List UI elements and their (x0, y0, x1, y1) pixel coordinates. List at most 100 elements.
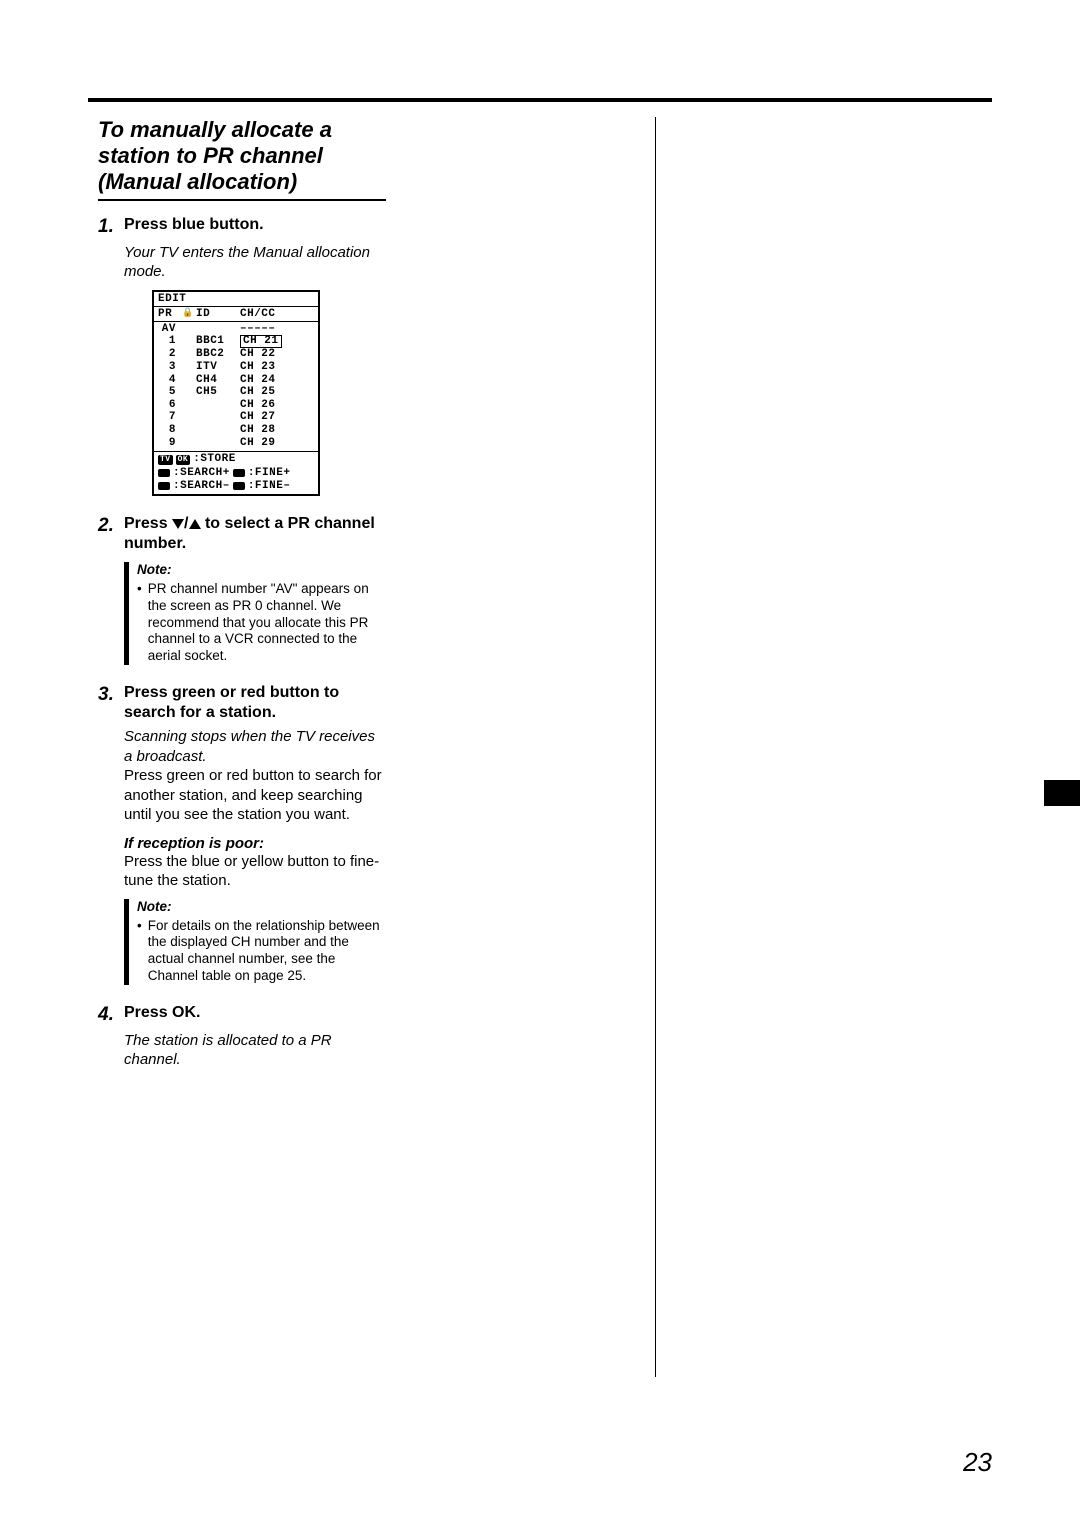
ok-badge: OK (176, 455, 191, 465)
chip-icon (233, 482, 245, 490)
table-row: 2 BBC2CH 22 (158, 348, 314, 361)
page-number: 23 (963, 1447, 992, 1478)
highlighted-cell: CH 21 (240, 335, 282, 348)
content-column: To manually allocate a station to PR cha… (98, 117, 386, 1088)
cell-ch: CH 25 (240, 386, 314, 399)
cell-ch: CH 21 (240, 335, 314, 348)
cell-pr: 8 (158, 424, 182, 437)
cell-ch: CH 23 (240, 361, 314, 374)
step-plain: Press green or red button to search for … (124, 766, 386, 825)
edit-rows: AV ––––– 1 BBC1CH 21 2 BBC2CH 223ITVCH 234 CH4… (154, 322, 318, 452)
sub-heading: If reception is poor: (124, 835, 386, 852)
hdr-chcc: CH/CC (240, 308, 314, 320)
cell-lock (182, 399, 196, 412)
cell-id (196, 323, 240, 336)
edit-header: PR 🔒 ID CH/CC (154, 307, 318, 322)
hdr-pr: PR (158, 308, 182, 320)
cell-lock (182, 437, 196, 450)
edit-footer: TV OK :STORE :SEARCH+ :FINE+ :SEARCH– :F… (154, 451, 318, 494)
page-top-rule (88, 98, 992, 102)
chip-icon (158, 482, 170, 490)
table-row: 7 CH 27 (158, 411, 314, 424)
arrow-up-icon (189, 519, 201, 529)
cell-lock (182, 411, 196, 424)
note-bar (124, 899, 129, 985)
cell-lock (182, 348, 196, 361)
cell-pr: 5 (158, 386, 182, 399)
step-2: 2. Press / to select a PR channel number… (98, 514, 386, 665)
cell-lock (182, 424, 196, 437)
cell-lock (182, 374, 196, 387)
cell-ch: ––––– (240, 323, 314, 336)
table-row: 8CH 28 (158, 424, 314, 437)
step-number: 1. (98, 215, 118, 239)
store-label: :STORE (193, 453, 236, 466)
chip-icon (158, 469, 170, 477)
cell-ch: CH 26 (240, 399, 314, 412)
lock-icon: 🔒 (182, 308, 196, 320)
step-number: 2. (98, 514, 118, 538)
cell-lock (182, 335, 196, 348)
note-title: Note: (137, 899, 386, 916)
step-4: 4. Press OK. The station is allocated to… (98, 1003, 386, 1070)
fine-plus: :FINE+ (248, 467, 291, 480)
step-title-pre: Press (124, 515, 172, 532)
note-content: Note: •For details on the relationship b… (137, 899, 386, 985)
cell-id (196, 399, 240, 412)
bullet-icon: • (137, 918, 142, 986)
step-body: Scanning stops when the TV receives a br… (124, 727, 386, 891)
step-title: Press green or red button to search for … (124, 683, 386, 723)
cell-pr: 9 (158, 437, 182, 450)
note-text: For details on the relationship between … (148, 918, 386, 986)
table-row: 1 BBC1CH 21 (158, 335, 314, 348)
search-minus: :SEARCH– (173, 480, 230, 493)
section-title: To manually allocate a station to PR cha… (98, 117, 386, 201)
step-title: Press OK. (124, 1003, 200, 1023)
step-body: Your TV enters the Manual allocation mod… (124, 243, 386, 282)
cell-id: BBC1 (196, 335, 240, 348)
cell-pr: AV (158, 323, 182, 336)
step-title: Press / to select a PR channel number. (124, 514, 386, 554)
step-number: 4. (98, 1003, 118, 1027)
cell-id (196, 424, 240, 437)
cell-id: CH4 (196, 374, 240, 387)
search-plus: :SEARCH+ (173, 467, 230, 480)
cell-pr: 7 (158, 411, 182, 424)
arrow-down-icon (172, 519, 184, 529)
cell-lock (182, 323, 196, 336)
note-title: Note: (137, 562, 386, 579)
cell-id: CH5 (196, 386, 240, 399)
step-1: 1. Press blue button. Your TV enters the… (98, 215, 386, 496)
cell-ch: CH 22 (240, 348, 314, 361)
cell-pr: 6 (158, 399, 182, 412)
edit-title: EDIT (154, 292, 318, 307)
step-body: The station is allocated to a PR channel… (124, 1031, 386, 1070)
step-head: 1. Press blue button. (98, 215, 386, 239)
bullet-icon: • (137, 581, 142, 665)
cell-pr: 1 (158, 335, 182, 348)
step-number: 3. (98, 683, 118, 707)
note-content: Note: •PR channel number "AV" appears on… (137, 562, 386, 665)
note-text: PR channel number "AV" appears on the sc… (148, 581, 386, 665)
table-row: 4CH4CH 24 (158, 374, 314, 387)
table-row: 5 CH5CH 25 (158, 386, 314, 399)
cell-pr: 2 (158, 348, 182, 361)
fine-minus: :FINE– (248, 480, 291, 493)
sub-body: Press the blue or yellow button to fine-… (124, 852, 386, 891)
cell-ch: CH 27 (240, 411, 314, 424)
note-block: Note: •PR channel number "AV" appears on… (124, 562, 386, 665)
step-head: 3. Press green or red button to search f… (98, 683, 386, 723)
cell-lock (182, 386, 196, 399)
note-bar (124, 562, 129, 665)
table-row: 3ITVCH 23 (158, 361, 314, 374)
note-block: Note: •For details on the relationship b… (124, 899, 386, 985)
edit-screen: EDIT PR 🔒 ID CH/CC AV ––––– 1 BBC1CH 21 2 BBC… (152, 290, 320, 496)
table-row: 9CH 29 (158, 437, 314, 450)
cell-id: ITV (196, 361, 240, 374)
chip-icon (233, 469, 245, 477)
step-3: 3. Press green or red button to search f… (98, 683, 386, 985)
cell-pr: 4 (158, 374, 182, 387)
table-row: 6 CH 26 (158, 399, 314, 412)
step-head: 4. Press OK. (98, 1003, 386, 1027)
cell-id: BBC2 (196, 348, 240, 361)
